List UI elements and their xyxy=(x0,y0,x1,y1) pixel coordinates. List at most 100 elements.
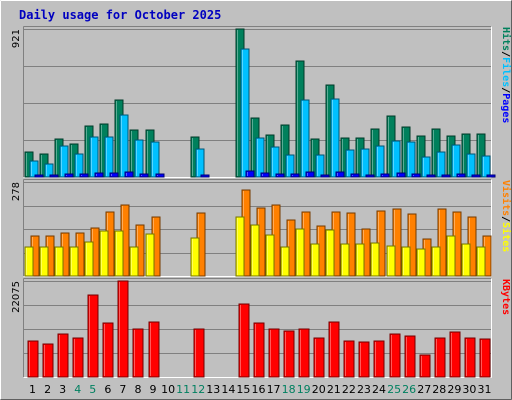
bar-pages-day-20 xyxy=(320,174,330,178)
bar-files-day-6 xyxy=(104,136,114,178)
day-label-12: 12 xyxy=(191,383,205,396)
legend: Hits/Files/Pages xyxy=(500,27,512,123)
bar-pages-day-26 xyxy=(411,173,421,178)
bar-kbytes-day-30 xyxy=(464,337,476,378)
day-label-3: 3 xyxy=(59,383,66,396)
bar-pages-day-19 xyxy=(305,171,315,178)
bar-files-day-12 xyxy=(195,148,205,178)
bar-pages-day-17 xyxy=(275,173,285,178)
bar-kbytes-day-17 xyxy=(268,328,280,378)
bar-kbytes-day-21 xyxy=(328,321,340,378)
visits-sites-panel: 278 Visits/Sites xyxy=(11,179,512,277)
bar-visits-day-26 xyxy=(407,213,417,277)
day-label-9: 9 xyxy=(150,383,157,396)
bar-files-day-26 xyxy=(406,141,416,178)
bar-sites-day-1 xyxy=(24,246,34,277)
hits-files-pages-panel: 921 Hits/Files/Pages xyxy=(11,26,512,178)
bar-visits-day-28 xyxy=(437,208,447,277)
bar-files-day-23 xyxy=(360,148,370,178)
bar-sites-day-7 xyxy=(114,230,124,277)
bar-kbytes-day-4 xyxy=(72,337,84,378)
bar-kbytes-day-8 xyxy=(132,328,144,378)
bar-sites-day-17 xyxy=(265,234,275,277)
bar-sites-day-15 xyxy=(235,216,245,277)
day-label-27: 27 xyxy=(417,383,431,396)
bar-visits-day-25 xyxy=(392,208,402,277)
bar-files-day-3 xyxy=(59,145,69,178)
bar-sites-day-29 xyxy=(446,235,456,277)
bar-pages-day-25 xyxy=(396,172,406,178)
bar-pages-day-21 xyxy=(335,171,345,178)
chart-title: Daily usage for October 2025 xyxy=(19,8,221,22)
bar-kbytes-day-25 xyxy=(389,333,401,378)
legend-files: Files xyxy=(500,57,512,87)
bar-files-day-16 xyxy=(255,137,265,178)
day-label-5: 5 xyxy=(89,383,96,396)
bar-kbytes-day-15 xyxy=(238,303,250,378)
bar-kbytes-day-7 xyxy=(117,280,129,378)
bar-sites-day-8 xyxy=(129,246,139,277)
bar-kbytes-day-1 xyxy=(27,340,39,378)
bar-pages-day-15 xyxy=(245,170,255,178)
bar-kbytes-day-31 xyxy=(479,338,491,378)
day-label-16: 16 xyxy=(252,383,266,396)
y-max-label: 22075 xyxy=(11,281,22,313)
legend-visits: Visits xyxy=(500,180,512,216)
bar-pages-day-22 xyxy=(350,173,360,178)
day-label-26: 26 xyxy=(402,383,416,396)
y-max-label: 921 xyxy=(11,29,22,48)
bar-kbytes-day-27 xyxy=(419,354,431,378)
day-label-1: 1 xyxy=(29,383,36,396)
bar-files-day-17 xyxy=(270,146,280,178)
bar-files-day-28 xyxy=(436,151,446,178)
bar-pages-day-12 xyxy=(200,174,210,178)
bar-pages-day-16 xyxy=(260,172,270,178)
bar-sites-day-19 xyxy=(295,228,305,277)
day-label-18: 18 xyxy=(282,383,296,396)
bar-files-day-8 xyxy=(134,139,144,178)
bar-pages-day-6 xyxy=(109,172,119,178)
bar-sites-day-30 xyxy=(461,243,471,277)
bar-sites-day-26 xyxy=(401,246,411,277)
kbytes-panel: 22075 KBytes xyxy=(11,278,511,378)
day-label-19: 19 xyxy=(297,383,311,396)
day-label-21: 21 xyxy=(327,383,341,396)
bar-sites-day-24 xyxy=(370,242,380,277)
legend-separator: / xyxy=(500,87,511,93)
x-axis-day-labels: 1 2 3 4 5 6 7 8 9 10 11 12 13 14 15 16 17 18 19 20 21 22 23 24 2… xyxy=(29,383,491,396)
bar-sites-day-20 xyxy=(310,243,320,277)
bar-sites-day-2 xyxy=(39,246,49,277)
legend-sites: Sites xyxy=(500,222,512,252)
bar-pages-day-31 xyxy=(486,174,496,178)
day-label-24: 24 xyxy=(372,383,386,396)
bar-kbytes-day-24 xyxy=(373,340,385,378)
day-label-31: 31 xyxy=(477,383,491,396)
bar-files-day-25 xyxy=(391,140,401,178)
bar-sites-day-9 xyxy=(145,233,155,277)
bar-kbytes-day-12 xyxy=(193,328,205,378)
legend: Visits/Sites xyxy=(500,180,512,252)
bar-pages-day-9 xyxy=(155,173,165,178)
day-label-8: 8 xyxy=(134,383,141,396)
day-label-4: 4 xyxy=(74,383,81,396)
bar-files-day-29 xyxy=(451,144,461,178)
bar-kbytes-day-9 xyxy=(148,321,160,378)
bar-pages-day-2 xyxy=(49,174,59,178)
bar-sites-day-21 xyxy=(325,229,335,277)
day-label-30: 30 xyxy=(462,383,476,396)
legend: KBytes xyxy=(500,279,511,315)
bar-sites-day-23 xyxy=(355,243,365,277)
bar-files-day-7 xyxy=(119,114,129,178)
bar-kbytes-day-18 xyxy=(283,330,295,378)
bar-sites-day-3 xyxy=(54,246,64,277)
day-label-6: 6 xyxy=(104,383,111,396)
bar-kbytes-day-23 xyxy=(358,341,370,378)
bar-sites-day-12 xyxy=(190,237,200,277)
bar-kbytes-day-2 xyxy=(42,343,54,378)
day-label-28: 28 xyxy=(432,383,446,396)
day-label-14: 14 xyxy=(221,383,235,396)
bar-files-day-27 xyxy=(421,156,431,178)
bar-pages-day-7 xyxy=(124,171,134,178)
legend-separator: / xyxy=(500,51,511,57)
